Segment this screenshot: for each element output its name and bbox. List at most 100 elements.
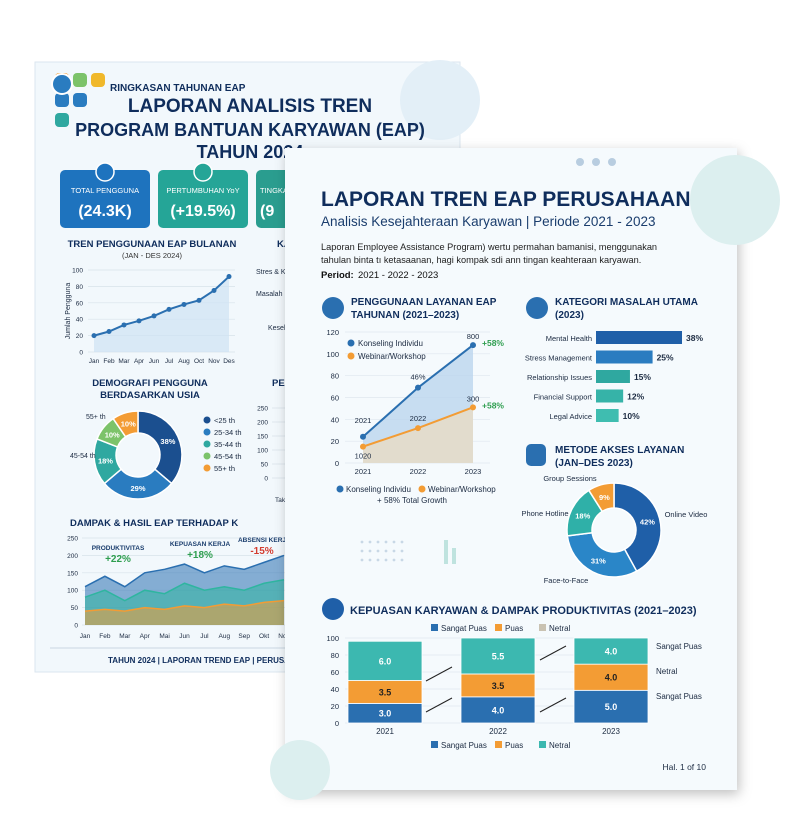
y-tick-label: 50 (261, 462, 269, 469)
x-tick-label: Okt (259, 633, 269, 640)
legend-label: Puas (505, 624, 523, 633)
bar (596, 409, 619, 422)
legend-label: Konseling Individu (346, 485, 411, 494)
section-icon (322, 297, 344, 319)
header-icon (55, 93, 69, 107)
x-tick-label: Jul (165, 358, 174, 365)
title: PROGRAM BANTUAN KARYAWAN (EAP) (75, 120, 425, 140)
section-icon (526, 297, 548, 319)
impact-line (84, 599, 285, 612)
y-tick-label: 100 (72, 268, 83, 275)
legend-label: Webinar/Workshop (428, 485, 496, 494)
trend-point (106, 329, 112, 334)
x-tick-label: 2023 (602, 727, 620, 736)
kpi-label: TINGKA (260, 186, 288, 195)
decor-dot (360, 540, 364, 544)
annotation-value: -15% (250, 546, 273, 557)
section-title: PE (272, 378, 285, 389)
arrow (539, 697, 567, 713)
kpi-icon (95, 162, 115, 182)
section-title: KEPUASAN KARYAWAN & DAMPAK PRODUKTIVITAS… (350, 605, 697, 617)
decor-circle (400, 60, 480, 140)
segment-label: 6.0 (379, 656, 392, 666)
legend-label: 45-54 th (214, 452, 242, 461)
header-icon (73, 73, 87, 87)
x-tick-label: Jun (179, 633, 190, 640)
legend-label: Netral (549, 624, 571, 633)
x-tick-label: Jan (89, 358, 100, 365)
chart-title: DEMOGRAFI PENGGUNA (92, 378, 208, 389)
bar-segment (460, 696, 536, 724)
y-tick-label: 20 (76, 333, 84, 340)
x-tick-label: Tako (275, 497, 289, 504)
point-label: 46% (410, 373, 425, 382)
kpi-icon (193, 162, 213, 182)
x-tick-label: Jun (149, 358, 160, 365)
x-tick-label: Oct (194, 358, 204, 365)
kpi-value: (+19.5%) (170, 203, 235, 220)
period: 2021 - 2022 - 2023 (358, 270, 438, 281)
decor-dot (384, 549, 388, 553)
decor-dot (368, 540, 372, 544)
legend-swatch (431, 624, 438, 631)
legend-swatch (203, 428, 211, 436)
period-label: Period: (321, 270, 354, 281)
y-tick-label: 120 (326, 328, 339, 337)
decor-dot (360, 558, 364, 562)
category-label: Face-to-Face (544, 576, 589, 585)
title: LAPORAN TREN EAP PERUSAHAAN (321, 188, 690, 211)
arrow (425, 666, 453, 682)
y-tick-label: 0 (79, 350, 83, 357)
legend-swatch (203, 416, 211, 424)
segment-label: 29% (130, 484, 145, 493)
y-tick-label: 20 (331, 437, 339, 446)
segment-label: 31% (591, 557, 606, 566)
x-tick-label: Sep (238, 633, 250, 640)
usage-point (360, 443, 366, 450)
y-tick-label: 100 (326, 634, 339, 643)
segment-label: 3.5 (492, 681, 505, 691)
category-label: Stres & K (256, 269, 286, 276)
decor-dot (376, 558, 380, 562)
y-tick-label: 100 (326, 350, 339, 359)
legend-label: Webinar/Workshop (358, 352, 426, 361)
value-label: 25% (657, 353, 674, 363)
point-label: 300 (467, 394, 480, 403)
side-label: Sangat Puas (656, 692, 702, 701)
point-label: 2021 (355, 416, 372, 425)
legend-swatch (539, 741, 546, 748)
legend-label: Konseling Individu (358, 339, 423, 348)
x-tick-label: Mar (118, 358, 130, 365)
decor-dot (376, 549, 380, 553)
y-tick-label: 100 (67, 588, 78, 595)
segment-label: 4.0 (492, 705, 505, 715)
y-tick-label: 0 (335, 719, 339, 728)
impact-line (84, 554, 285, 588)
decor-dot (392, 540, 396, 544)
side-label: Netral (656, 667, 678, 676)
header-icon (55, 113, 69, 127)
trend-point (181, 301, 187, 307)
category-label: Group Sessions (543, 474, 597, 483)
kpi-value: (24.3K) (78, 203, 131, 220)
y-tick-label: 20 (331, 702, 339, 711)
decor-dot (400, 540, 404, 544)
x-tick-label: Des (223, 358, 235, 365)
growth-label: +58% (482, 338, 504, 348)
x-tick-label: 2022 (410, 467, 427, 476)
decor-dot (376, 540, 380, 544)
value-label: 38% (686, 333, 703, 343)
category-label: Relationship Issues (527, 373, 592, 382)
decor-dot (384, 558, 388, 562)
value-label: 12% (627, 392, 644, 402)
category-label: Legal Advice (549, 412, 592, 421)
kicker: RINGKASAN TAHUNAN EAP (110, 83, 246, 94)
y-tick-label: 60 (331, 668, 339, 677)
legend-swatch (203, 440, 211, 448)
bar-segment (573, 689, 649, 724)
x-tick-label: Jul (200, 633, 209, 640)
decor-dot (592, 158, 600, 166)
x-tick-label: Nov (208, 358, 220, 365)
y-tick-label: 50 (71, 605, 79, 612)
